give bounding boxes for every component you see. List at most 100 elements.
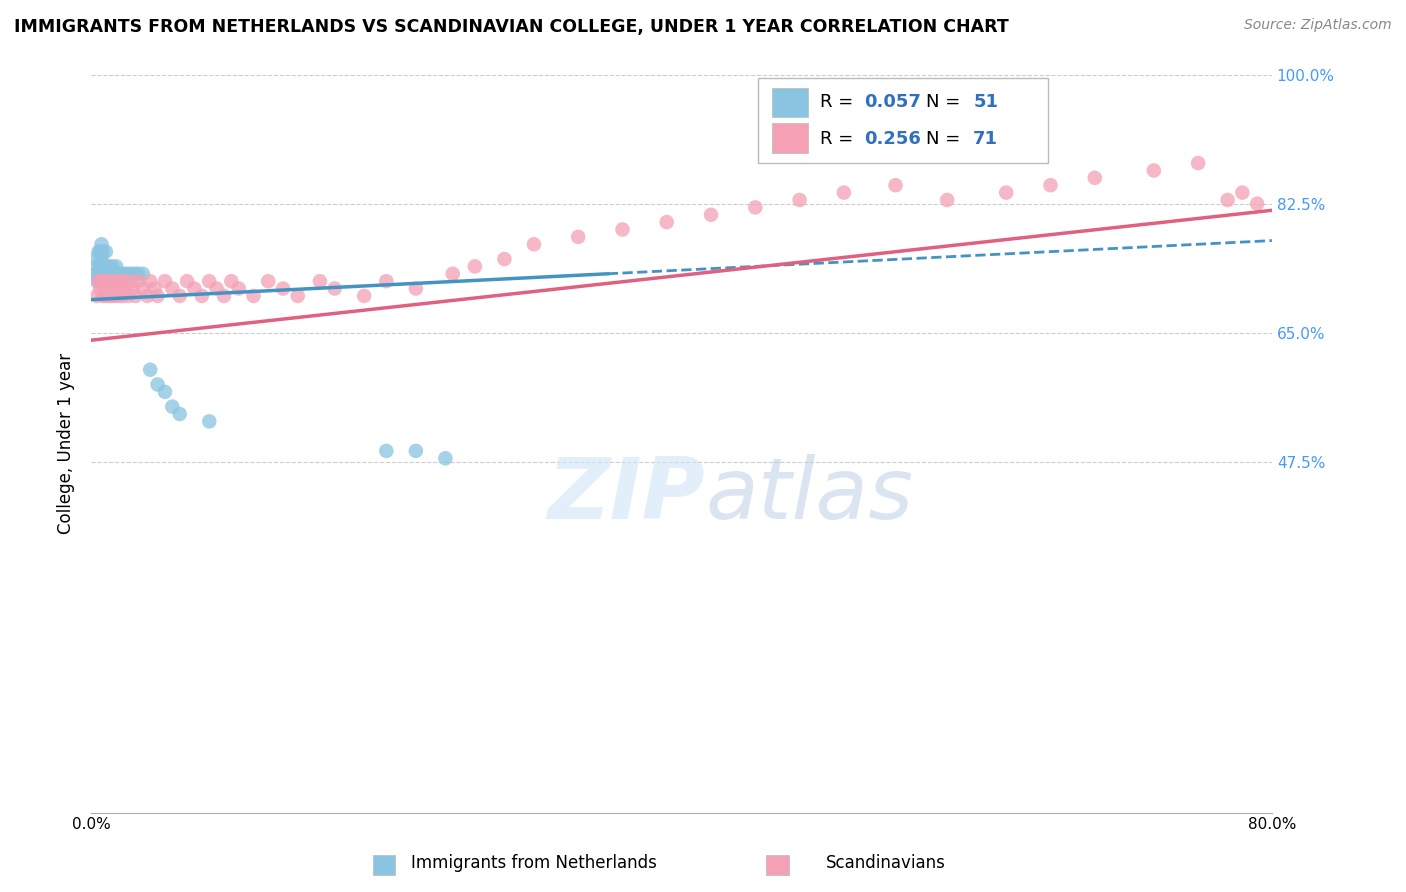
Point [221, 274, 243, 288]
Point [441, 267, 464, 281]
Point [832, 186, 855, 200]
Point [84, 267, 107, 281]
FancyBboxPatch shape [772, 87, 808, 118]
Point [1232, 186, 1254, 200]
Point [1143, 163, 1166, 178]
Point [1039, 178, 1062, 193]
Point [700, 208, 723, 222]
Point [91, 267, 114, 281]
Point [1084, 170, 1107, 185]
Text: R =: R = [820, 129, 859, 148]
Point [121, 281, 143, 295]
Point [91, 274, 114, 288]
Point [98, 267, 121, 281]
Point [93, 274, 115, 288]
Text: N =: N = [927, 129, 966, 148]
Point [309, 274, 332, 288]
Text: IMMIGRANTS FROM NETHERLANDS VS SCANDINAVIAN COLLEGE, UNDER 1 YEAR CORRELATION CH: IMMIGRANTS FROM NETHERLANDS VS SCANDINAV… [14, 18, 1010, 36]
Point [567, 230, 589, 244]
Point [90, 274, 112, 288]
Point [143, 281, 166, 295]
Point [107, 289, 129, 303]
Point [1187, 156, 1209, 170]
Point [612, 222, 634, 236]
Point [124, 267, 146, 281]
Point [434, 451, 457, 466]
Point [132, 281, 155, 295]
Point [132, 267, 155, 281]
Point [110, 274, 132, 288]
Point [353, 289, 375, 303]
Point [96, 267, 118, 281]
Point [84, 252, 107, 266]
Point [995, 186, 1018, 200]
Point [1246, 196, 1268, 211]
Point [120, 267, 142, 281]
Point [323, 281, 346, 295]
Point [94, 274, 117, 288]
Point [744, 200, 766, 214]
Point [169, 407, 191, 421]
Point [494, 252, 516, 266]
Point [97, 274, 120, 288]
Point [86, 260, 108, 274]
Point [91, 289, 114, 303]
Point [120, 274, 142, 288]
Text: 0.057: 0.057 [865, 93, 921, 111]
Point [375, 274, 398, 288]
Point [136, 289, 159, 303]
Point [98, 289, 121, 303]
Point [153, 384, 176, 399]
Point [114, 281, 136, 295]
Point [98, 274, 121, 288]
Point [90, 237, 112, 252]
Point [162, 400, 184, 414]
Point [205, 281, 228, 295]
Point [127, 274, 149, 288]
Point [90, 267, 112, 281]
Point [146, 377, 169, 392]
Point [94, 289, 117, 303]
Point [103, 274, 125, 288]
Text: Source: ZipAtlas.com: Source: ZipAtlas.com [1244, 18, 1392, 32]
Point [789, 193, 811, 207]
Point [93, 267, 115, 281]
Point [103, 267, 125, 281]
Point [94, 281, 117, 295]
Point [176, 274, 198, 288]
Text: Immigrants from Netherlands: Immigrants from Netherlands [412, 855, 657, 872]
Point [111, 289, 134, 303]
Point [86, 289, 108, 303]
Point [97, 274, 120, 288]
Point [146, 289, 169, 303]
Point [191, 289, 214, 303]
Point [107, 267, 129, 281]
FancyBboxPatch shape [758, 78, 1047, 163]
Point [523, 237, 546, 252]
Point [89, 281, 111, 295]
Point [91, 260, 114, 274]
Point [375, 444, 398, 458]
Point [117, 267, 139, 281]
Point [655, 215, 678, 229]
Point [103, 289, 125, 303]
Point [89, 244, 111, 259]
Point [97, 260, 120, 274]
Point [257, 274, 280, 288]
Point [87, 244, 110, 259]
Point [1216, 193, 1239, 207]
Point [183, 281, 205, 295]
Point [405, 281, 427, 295]
Text: 71: 71 [973, 129, 998, 148]
Point [108, 274, 131, 288]
Point [90, 252, 112, 266]
Point [101, 260, 124, 274]
Text: 0.256: 0.256 [865, 129, 921, 148]
Point [405, 444, 427, 458]
Point [87, 274, 110, 288]
Point [124, 289, 146, 303]
Point [464, 260, 486, 274]
Point [87, 267, 110, 281]
Point [104, 274, 127, 288]
Point [94, 244, 117, 259]
